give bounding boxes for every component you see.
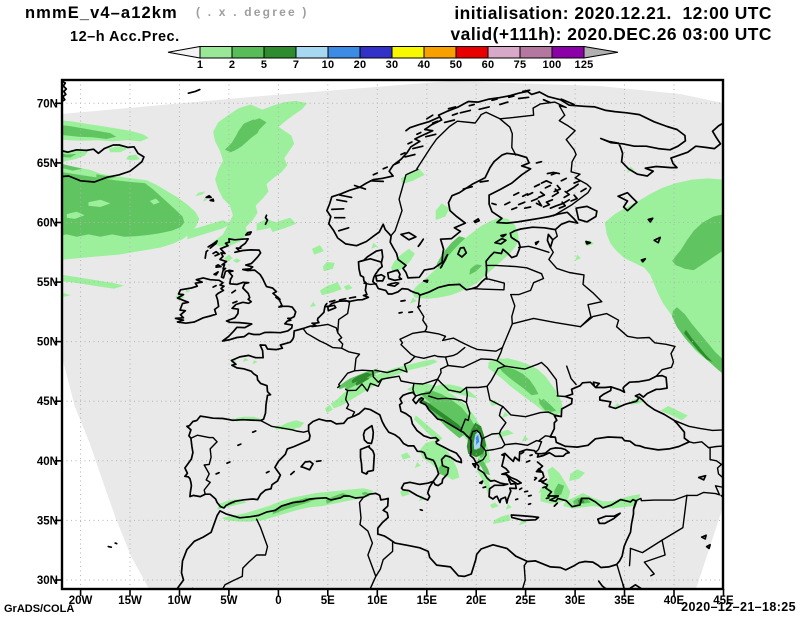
svg-text:60: 60 xyxy=(482,59,495,71)
svg-text:7: 7 xyxy=(293,59,299,71)
svg-text:15E: 15E xyxy=(417,595,438,607)
svg-text:5: 5 xyxy=(261,59,267,71)
svg-text:nmmE_v4–a12km: nmmE_v4–a12km xyxy=(25,4,178,22)
svg-text:5E: 5E xyxy=(321,595,335,607)
svg-text:50: 50 xyxy=(450,59,463,71)
svg-text:10W: 10W xyxy=(168,595,192,607)
svg-text:25E: 25E xyxy=(515,595,536,607)
svg-text:75: 75 xyxy=(514,59,527,71)
svg-text:45N: 45N xyxy=(37,396,58,408)
svg-text:1: 1 xyxy=(197,59,203,71)
svg-text:2: 2 xyxy=(229,59,235,71)
svg-text:12–h Acc.Prec.: 12–h Acc.Prec. xyxy=(70,29,180,45)
svg-text:35E: 35E xyxy=(614,595,635,607)
svg-text:( . x . degree ): ( . x . degree ) xyxy=(196,5,309,19)
svg-text:initialisation: 2020.12.21. 1: initialisation: 2020.12.21. 12:00 UTC xyxy=(454,3,772,23)
svg-text:GrADS/COLA: GrADS/COLA xyxy=(4,603,74,615)
svg-text:125: 125 xyxy=(575,59,594,71)
svg-text:50N: 50N xyxy=(37,337,58,349)
svg-text:40: 40 xyxy=(418,59,431,71)
svg-text:70N: 70N xyxy=(37,98,58,110)
svg-text:55N: 55N xyxy=(37,277,58,289)
svg-text:45E: 45E xyxy=(713,595,734,607)
svg-text:100: 100 xyxy=(543,59,562,71)
svg-text:60N: 60N xyxy=(37,218,58,230)
svg-text:40E: 40E xyxy=(664,595,685,607)
svg-text:65N: 65N xyxy=(37,158,58,170)
svg-text:40N: 40N xyxy=(37,456,58,468)
svg-text:20: 20 xyxy=(354,59,367,71)
svg-text:valid(+111h): 2020.DEC.26 03:0: valid(+111h): 2020.DEC.26 03:00 UTC xyxy=(450,24,772,44)
svg-text:20W: 20W xyxy=(69,595,93,607)
svg-text:30E: 30E xyxy=(565,595,586,607)
svg-text:10: 10 xyxy=(322,59,335,71)
svg-text:30N: 30N xyxy=(37,575,58,587)
svg-text:10E: 10E xyxy=(367,595,388,607)
svg-text:15W: 15W xyxy=(118,595,142,607)
svg-text:0: 0 xyxy=(275,595,281,607)
svg-text:2020–12–21–18:25: 2020–12–21–18:25 xyxy=(681,600,796,614)
svg-text:30: 30 xyxy=(386,59,399,71)
svg-text:35N: 35N xyxy=(37,515,58,527)
svg-text:5W: 5W xyxy=(220,595,237,607)
svg-text:20E: 20E xyxy=(466,595,487,607)
